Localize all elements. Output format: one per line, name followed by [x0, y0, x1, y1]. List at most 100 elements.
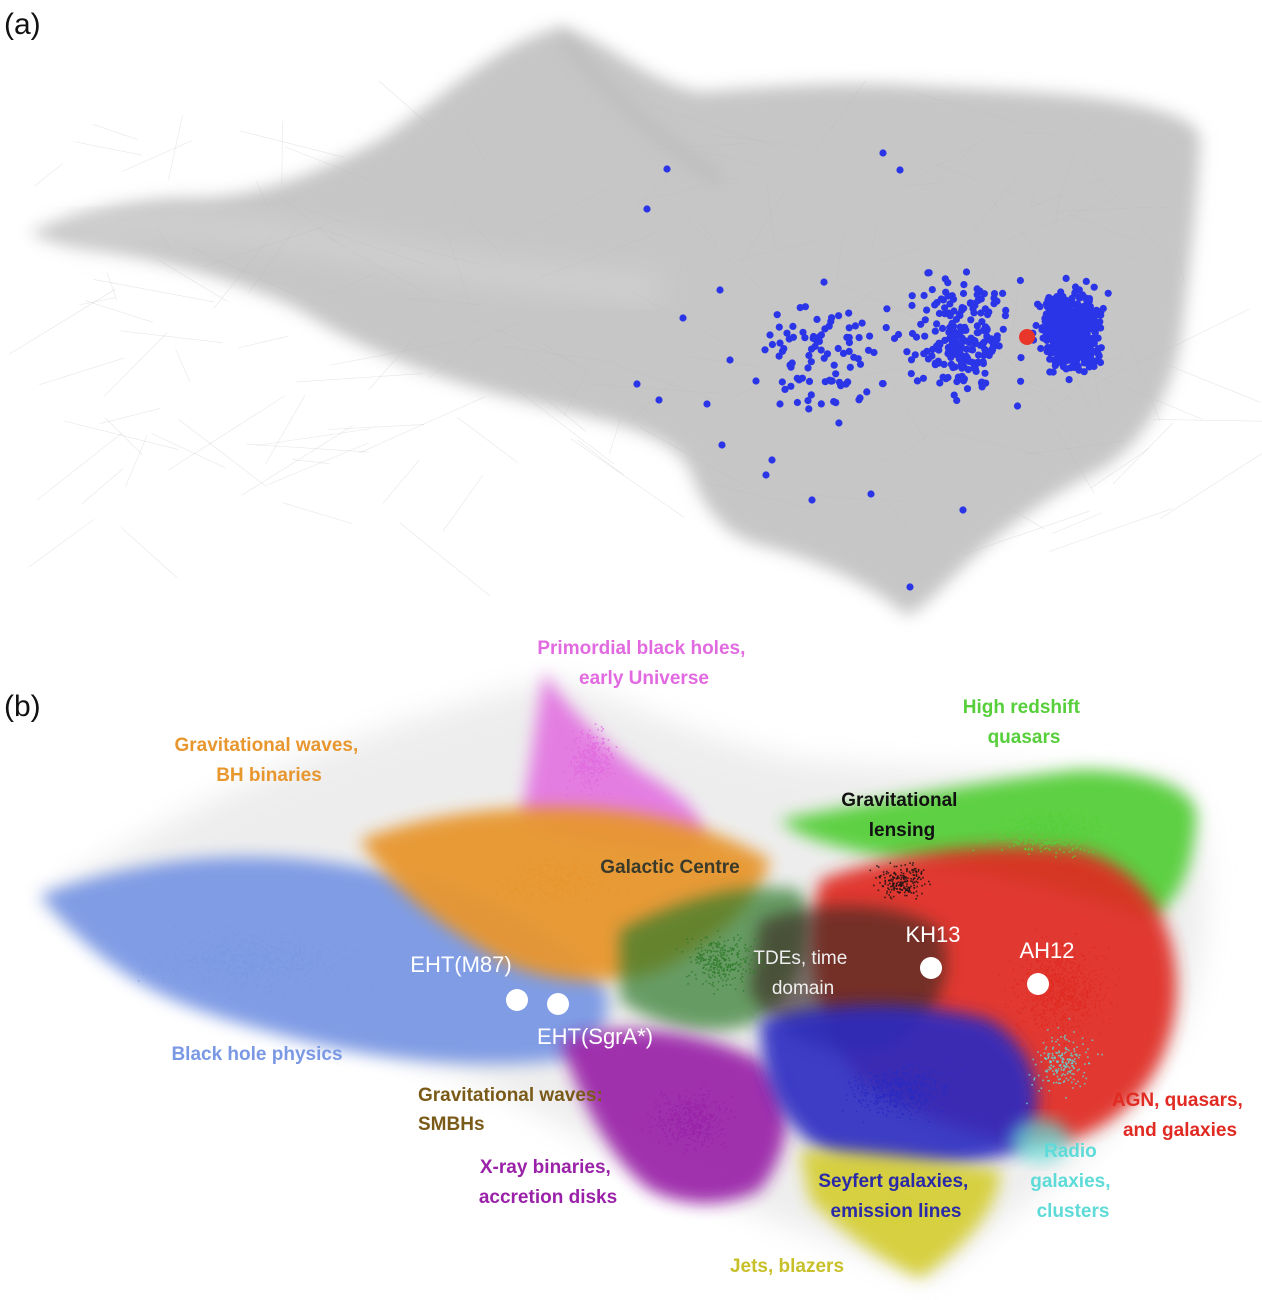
cluster-point [303, 956, 305, 959]
cluster-point [601, 766, 603, 768]
cluster-point [1036, 824, 1038, 827]
cluster-point [504, 866, 506, 868]
cluster-point [618, 853, 621, 856]
cluster-point [595, 883, 598, 886]
cluster-point [284, 940, 287, 943]
cluster-point [930, 1094, 933, 1096]
cluster-point [516, 883, 518, 885]
cluster-point [241, 972, 243, 974]
cluster-point [1032, 1008, 1034, 1011]
cluster-point [1062, 991, 1065, 994]
focus-node [1019, 329, 1035, 345]
cluster-point [571, 875, 574, 878]
cluster-point [1094, 819, 1097, 822]
cluster-point [894, 1099, 897, 1102]
cluster-point [1098, 993, 1100, 996]
cluster-point [173, 954, 176, 956]
cluster-point [1102, 967, 1104, 970]
cluster-point [275, 937, 277, 939]
cluster-point [238, 955, 241, 957]
cluster-point [1064, 998, 1066, 1000]
cluster-point [297, 965, 300, 967]
cluster-point [249, 949, 252, 951]
cluster-point [1056, 837, 1058, 839]
cluster-point [302, 965, 304, 967]
cluster-point [207, 960, 209, 963]
cluster-point [578, 874, 581, 876]
cluster-point [583, 754, 585, 757]
network-edge [813, 80, 866, 154]
cluster-point [155, 955, 158, 958]
cluster-point [562, 893, 565, 895]
citing-node [775, 323, 783, 331]
cluster-point [1063, 821, 1065, 823]
cluster-point [1017, 826, 1019, 829]
cluster-point [884, 1077, 886, 1080]
cluster-point [607, 899, 609, 901]
citing-node [1067, 328, 1075, 336]
cluster-point [1063, 995, 1066, 997]
cluster-point [233, 975, 236, 977]
cluster-point [1098, 1003, 1101, 1006]
cluster-point [563, 880, 566, 883]
citing-node [959, 326, 968, 334]
cluster-point [904, 1074, 906, 1077]
cluster-point [861, 1079, 864, 1082]
cluster-point [191, 963, 194, 966]
citing-node [882, 324, 890, 332]
cluster-point [1024, 840, 1026, 843]
cluster-point [1049, 1017, 1052, 1019]
cluster-point [881, 1088, 883, 1091]
cluster-point [605, 762, 608, 764]
cluster-point [1098, 826, 1100, 828]
cluster-point [1068, 808, 1071, 811]
cluster-point [504, 878, 506, 880]
cluster-point [281, 951, 284, 953]
cluster-point [1060, 826, 1063, 829]
cluster-point [1047, 975, 1050, 978]
cluster-point [599, 894, 601, 897]
citing-node [974, 351, 983, 359]
cluster-point [1107, 986, 1110, 989]
cluster-point [587, 908, 589, 911]
network-edge [461, 122, 486, 161]
cluster-point [596, 891, 598, 894]
cluster-point [479, 880, 482, 882]
cluster-point [1073, 975, 1075, 977]
cluster-point [897, 1095, 899, 1097]
citing-node [973, 291, 981, 299]
cluster-point [1084, 1002, 1087, 1005]
cluster-point [540, 888, 542, 890]
cluster-point [1066, 1008, 1068, 1011]
cluster-point [1020, 835, 1023, 838]
cluster-point [1024, 847, 1027, 850]
cluster-point [302, 986, 305, 989]
cluster-point [554, 858, 556, 860]
cluster-point [220, 935, 222, 938]
cluster-point [562, 902, 564, 905]
cluster-point [508, 879, 511, 882]
citing-node [1046, 368, 1054, 376]
cluster-point [291, 957, 294, 959]
cluster-point [228, 926, 231, 929]
cluster-point [1080, 1005, 1083, 1008]
cluster-point [913, 1098, 916, 1101]
cluster-point [599, 887, 601, 889]
network-edge [631, 373, 683, 420]
cluster-point [551, 895, 554, 898]
network-edge [125, 435, 148, 487]
cluster-point [1006, 831, 1008, 834]
cluster-point [1074, 819, 1076, 822]
cluster-point [590, 889, 593, 891]
cluster-point [891, 1076, 893, 1079]
cluster-point [243, 988, 246, 991]
cluster-point [1088, 982, 1090, 985]
cluster-point [1010, 837, 1013, 839]
cluster-point [227, 947, 229, 950]
cluster-point [594, 870, 597, 872]
cluster-point [220, 985, 222, 987]
network-edge [275, 193, 337, 242]
cluster-point [1027, 832, 1029, 835]
cluster-point [574, 888, 576, 890]
cluster-point [1098, 987, 1101, 990]
